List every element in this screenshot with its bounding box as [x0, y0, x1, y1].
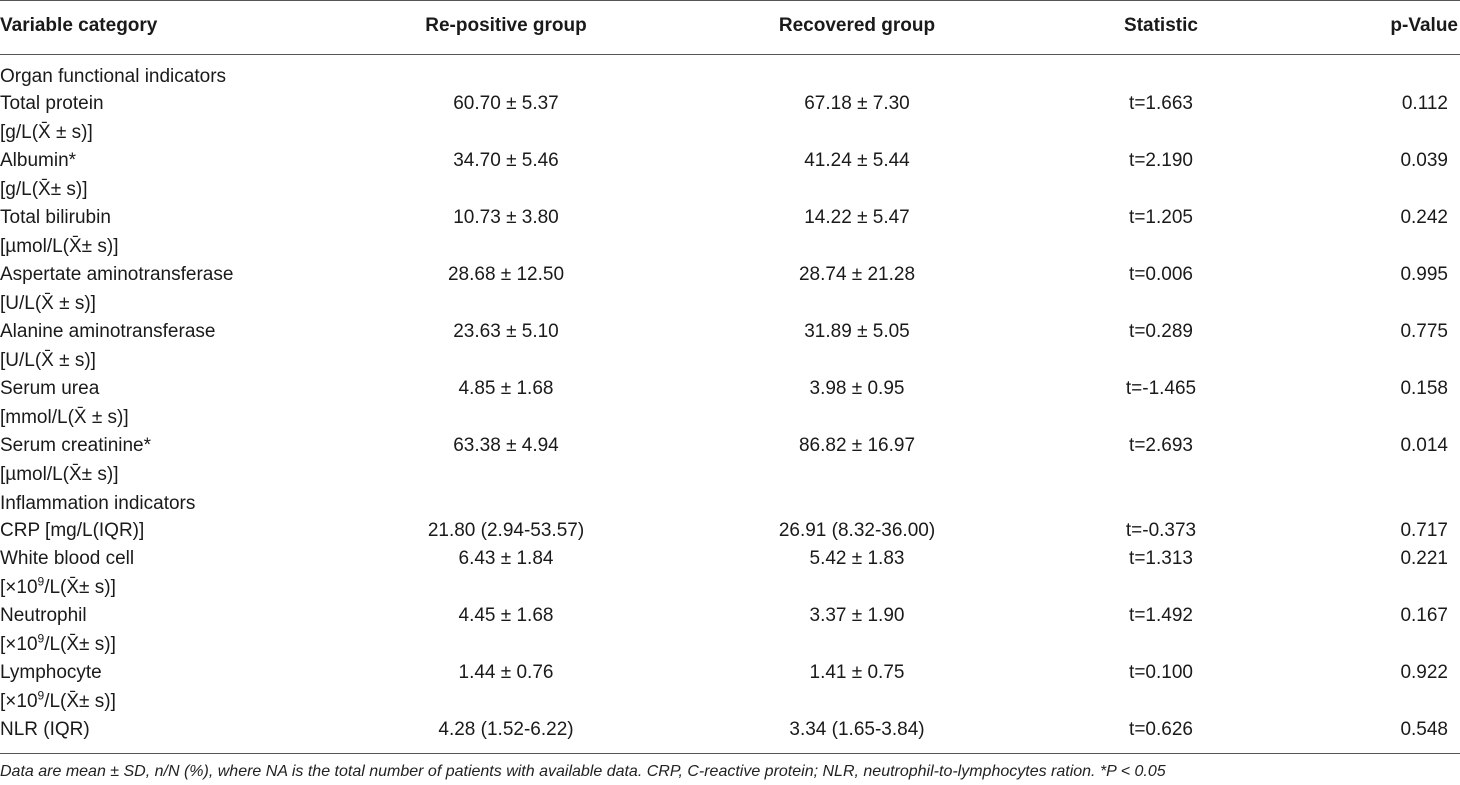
statistic-value: t=1.663 — [1129, 93, 1193, 114]
statistic-value: t=1.205 — [1129, 207, 1193, 228]
row-unit: [U/L(X̄ ± s)] — [0, 293, 96, 314]
row-label: White blood cell — [0, 548, 135, 569]
row-unit: [g/L(X̄ ± s)] — [0, 122, 93, 143]
statistic-value: t=0.289 — [1129, 321, 1193, 342]
re-positive-value: 60.70 ± 5.37 — [453, 93, 559, 114]
recovered-value: 14.22 ± 5.47 — [804, 207, 910, 228]
header-variable-category: Variable category — [0, 15, 158, 36]
re-positive-value: 4.28 (1.52-6.22) — [438, 719, 574, 740]
row-unit: [µmol/L(X̄± s)] — [0, 464, 119, 485]
unit-suffix: /L(X̄± s)] — [44, 634, 116, 655]
re-positive-value: 6.43 ± 1.84 — [458, 548, 554, 569]
row-unit: [×109/L(X̄± s)] — [0, 631, 116, 656]
row-label: CRP [mg/L(IQR)] — [0, 520, 145, 541]
section-label: Inflammation indicators — [0, 493, 196, 514]
recovered-value: 28.74 ± 21.28 — [798, 264, 916, 285]
recovered-value: 67.18 ± 7.30 — [804, 93, 910, 114]
re-positive-value: 63.38 ± 4.94 — [453, 435, 559, 456]
p-value: 0.922 — [1400, 662, 1448, 683]
p-value: 0.995 — [1400, 264, 1448, 285]
p-value: 0.158 — [1400, 378, 1448, 399]
header-re-positive-group: Re-positive group — [425, 15, 587, 36]
row-unit: [U/L(X̄ ± s)] — [0, 350, 96, 371]
statistic-value: t=2.190 — [1129, 150, 1193, 171]
table-header-rule — [0, 54, 1460, 55]
row-label: Lymphocyte — [0, 662, 102, 683]
p-value: 0.221 — [1400, 548, 1448, 569]
re-positive-value: 4.85 ± 1.68 — [458, 378, 554, 399]
table-bottom-rule — [0, 753, 1460, 754]
row-unit: [×109/L(X̄± s)] — [0, 688, 116, 713]
p-value: 0.039 — [1400, 150, 1448, 171]
recovered-value: 31.89 ± 5.05 — [804, 321, 910, 342]
p-value: 0.717 — [1400, 520, 1448, 541]
p-value: 0.548 — [1400, 719, 1448, 740]
unit-prefix: [×10 — [0, 634, 38, 655]
statistic-value: t=1.313 — [1129, 548, 1193, 569]
recovered-value: 41.24 ± 5.44 — [804, 150, 910, 171]
re-positive-value: 28.68 ± 12.50 — [447, 264, 565, 285]
re-positive-value: 10.73 ± 3.80 — [453, 207, 559, 228]
row-label: Total bilirubin — [0, 207, 111, 228]
header-statistic: Statistic — [1124, 15, 1198, 36]
statistic-value: t=-0.373 — [1125, 520, 1197, 541]
unit-superscript: 9 — [37, 574, 45, 589]
row-label: Neutrophil — [0, 605, 87, 626]
recovered-value: 26.91 (8.32-36.00) — [778, 520, 936, 541]
section-label: Organ functional indicators — [0, 66, 227, 87]
row-label: Alanine aminotransferase — [0, 321, 216, 342]
row-label: Aspertate aminotransferase — [0, 264, 234, 285]
recovered-value: 1.41 ± 0.75 — [809, 662, 905, 683]
p-value: 0.112 — [1401, 93, 1448, 114]
row-unit: [mmol/L(X̄ ± s)] — [0, 407, 129, 428]
statistic-value: t=-1.465 — [1125, 378, 1197, 399]
row-label: NLR (IQR) — [0, 719, 90, 740]
unit-superscript: 9 — [37, 688, 45, 703]
recovered-value: 5.42 ± 1.83 — [809, 548, 905, 569]
statistic-value: t=1.492 — [1129, 605, 1193, 626]
unit-prefix: [×10 — [0, 691, 38, 712]
p-value: 0.167 — [1400, 605, 1448, 626]
p-value: 0.014 — [1400, 435, 1448, 456]
unit-superscript: 9 — [37, 631, 45, 646]
recovered-value: 3.34 (1.65-3.84) — [789, 719, 925, 740]
table-footnote: Data are mean ± SD, n/N (%), where NA is… — [0, 763, 1166, 780]
header-p-value: p-Value — [1390, 15, 1458, 36]
re-positive-value: 23.63 ± 5.10 — [453, 321, 559, 342]
re-positive-value: 1.44 ± 0.76 — [458, 662, 554, 683]
row-label: Serum creatinine* — [0, 435, 152, 456]
table-top-rule — [0, 0, 1460, 1]
statistic-value: t=0.626 — [1129, 719, 1193, 740]
p-value: 0.775 — [1400, 321, 1448, 342]
unit-prefix: [×10 — [0, 577, 38, 598]
recovered-value: 86.82 ± 16.97 — [798, 435, 916, 456]
row-label: Serum urea — [0, 378, 100, 399]
statistic-value: t=2.693 — [1129, 435, 1193, 456]
recovered-value: 3.37 ± 1.90 — [809, 605, 905, 626]
row-unit: [g/L(X̄± s)] — [0, 179, 88, 200]
unit-suffix: /L(X̄± s)] — [44, 691, 116, 712]
recovered-value: 3.98 ± 0.95 — [809, 378, 905, 399]
row-unit: [µmol/L(X̄± s)] — [0, 236, 119, 257]
p-value: 0.242 — [1400, 207, 1448, 228]
header-recovered-group: Recovered group — [778, 15, 936, 36]
statistic-value: t=0.006 — [1129, 264, 1193, 285]
re-positive-value: 21.80 (2.94-53.57) — [427, 520, 585, 541]
re-positive-value: 4.45 ± 1.68 — [458, 605, 554, 626]
unit-suffix: /L(X̄± s)] — [44, 577, 116, 598]
re-positive-value: 34.70 ± 5.46 — [453, 150, 559, 171]
row-label: Albumin* — [0, 150, 77, 171]
row-unit: [×109/L(X̄± s)] — [0, 574, 116, 599]
row-label: Total protein — [0, 93, 104, 114]
statistic-value: t=0.100 — [1129, 662, 1193, 683]
